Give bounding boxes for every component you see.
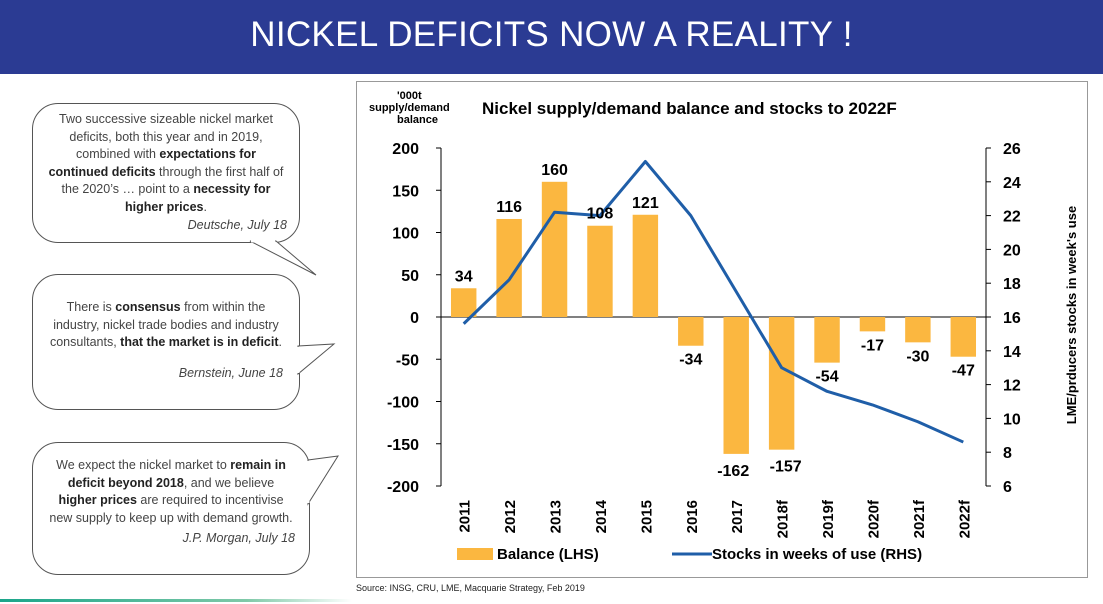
right-tick-label: 12 — [1003, 378, 1021, 395]
quote-emphasis: consensus — [115, 300, 181, 314]
data-label: 34 — [455, 268, 473, 285]
callout-tail — [249, 240, 317, 276]
category-label: 2012 — [502, 500, 519, 533]
bar-balance-2019f — [814, 317, 840, 363]
category-label: 2016 — [684, 500, 701, 533]
data-label: -30 — [906, 348, 929, 365]
left-tick-label: -200 — [387, 479, 419, 496]
right-tick-label: 6 — [1003, 479, 1012, 496]
bar-balance-2013 — [541, 181, 568, 317]
right-tick-label: 16 — [1003, 310, 1021, 327]
slide-title: NICKEL DEFICITS NOW A REALITY ! — [250, 15, 853, 54]
left-tick-label: -50 — [396, 352, 419, 369]
data-label: -162 — [717, 463, 749, 480]
category-label: 2018f — [775, 499, 792, 538]
bar-balance-2017 — [723, 317, 749, 454]
left-tick-label: -150 — [387, 437, 419, 454]
legend-label-balance: Balance (LHS) — [497, 546, 599, 563]
legend-swatch-balance — [457, 548, 493, 560]
callout-tail — [307, 455, 339, 506]
quote-span: . — [203, 199, 207, 214]
category-label: 2021f — [911, 499, 928, 538]
quote-source: Deutsche, July 18 — [187, 218, 287, 232]
quote-span: We expect the nickel market to — [56, 458, 231, 472]
quote-span: . — [278, 335, 283, 349]
quote-callout-deutsche: Two successive sizeable nickel market de… — [32, 103, 300, 243]
right-tick-label: 8 — [1003, 445, 1012, 462]
stocks-line — [462, 160, 964, 444]
quote-span: Two successive sizeable nickel market de… — [59, 112, 273, 161]
left-tick-label: 0 — [410, 310, 419, 327]
data-label: 116 — [496, 199, 522, 216]
left-tick-label: -100 — [387, 395, 419, 412]
category-label: 2019f — [820, 499, 837, 538]
left-axis-unit-line3: balance — [397, 114, 438, 126]
data-label: -157 — [770, 459, 802, 476]
callout-tail — [297, 343, 336, 376]
category-label: 2011 — [457, 500, 474, 533]
quote-span: are required to incentivise new supply t… — [49, 493, 293, 525]
left-tick-label: 100 — [392, 226, 419, 243]
chart-title: Nickel supply/demand balance and stocks … — [482, 99, 897, 118]
bar-balance-2015 — [632, 214, 659, 317]
bar-balance-2018f — [768, 317, 795, 450]
left-tick-label: 150 — [392, 183, 419, 200]
bar-balance-2011 — [450, 288, 477, 317]
quote-text: We expect the nickel market to remain in… — [47, 457, 295, 527]
bar-balance-2021f — [905, 317, 931, 343]
data-label: -54 — [815, 369, 838, 386]
right-tick-label: 18 — [1003, 276, 1021, 293]
quote-emphasis: remain in deficit beyond 2018 — [67, 458, 286, 490]
quote-callout-jpmorgan: We expect the nickel market to remain in… — [32, 442, 310, 575]
data-label: -34 — [679, 352, 702, 369]
left-tick-label: 200 — [392, 141, 419, 158]
bar-balance-2014 — [587, 225, 613, 317]
quote-emphasis: that the market is in deficit — [120, 335, 279, 349]
quote-callout-bernstein: There is consensus from within the indus… — [32, 274, 300, 410]
quote-emphasis: higher prices — [58, 493, 137, 507]
data-label: -17 — [861, 337, 884, 354]
left-axis-unit-line2: supply/demand — [369, 102, 450, 114]
quote-emphasis: necessity for higher prices — [125, 182, 271, 214]
chart-container: '000t supply/demand balance Nickel suppl… — [356, 81, 1088, 578]
right-tick-label: 20 — [1003, 242, 1021, 259]
data-label: 108 — [587, 206, 614, 223]
quote-text: There is consensus from within the indus… — [49, 299, 283, 352]
data-label: 121 — [632, 195, 659, 212]
quote-span: There is — [66, 300, 116, 314]
right-axis-label: LME/prducers stocks in week's use — [1064, 206, 1079, 424]
bar-balance-2022f — [950, 317, 977, 357]
category-label: 2020f — [865, 499, 882, 538]
quote-span: , and we believe — [183, 475, 275, 490]
left-axis-unit-line1: '000t — [397, 90, 422, 102]
quote-source: Bernstein, June 18 — [178, 365, 283, 380]
right-tick-label: 14 — [1003, 344, 1021, 361]
right-tick-label: 22 — [1003, 209, 1021, 226]
source-note: Source: INSG, CRU, LME, Macquarie Strate… — [356, 583, 585, 593]
left-tick-label: 50 — [401, 268, 419, 285]
quote-text: Two successive sizeable nickel market de… — [45, 111, 287, 216]
category-label: 2013 — [548, 500, 565, 533]
title-banner: NICKEL DEFICITS NOW A REALITY ! — [0, 0, 1103, 74]
bottom-accent-stripe — [0, 599, 352, 602]
category-label: 2015 — [638, 500, 655, 533]
quote-span: from within the industry, nickel trade b… — [49, 300, 279, 349]
right-tick-label: 10 — [1003, 411, 1021, 428]
quote-emphasis: expectations for continued deficits — [48, 147, 256, 179]
data-label: -47 — [952, 363, 975, 380]
category-label: 2022f — [956, 499, 973, 538]
bar-balance-2016 — [678, 317, 704, 346]
quote-source: J.P. Morgan, July 18 — [182, 531, 295, 545]
quotes-panel: Two successive sizeable nickel market de… — [0, 74, 352, 604]
category-label: 2017 — [729, 500, 746, 533]
quote-span: through the first half of the 2020’s … p… — [61, 164, 284, 197]
data-label: 160 — [541, 162, 568, 179]
nickel-balance-chart: '000t supply/demand balance Nickel suppl… — [369, 90, 1079, 563]
legend-label-stocks: Stocks in weeks of use (RHS) — [712, 546, 922, 563]
right-tick-label: 24 — [1003, 175, 1021, 192]
bar-balance-2020f — [859, 317, 886, 332]
category-label: 2014 — [593, 499, 610, 533]
right-tick-label: 26 — [1003, 141, 1021, 158]
